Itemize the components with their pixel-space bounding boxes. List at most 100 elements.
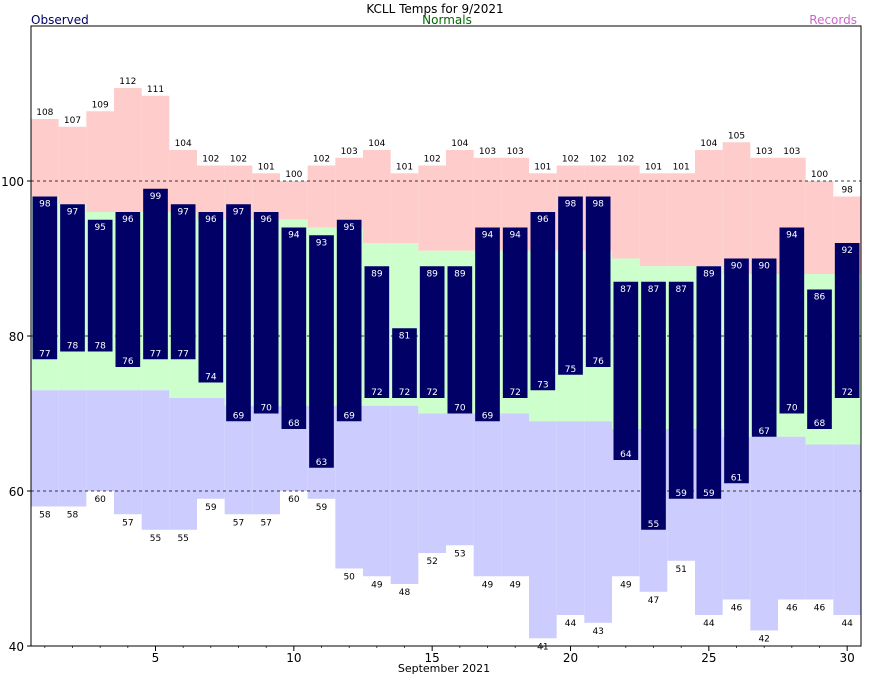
observed-low-label: 73 [537, 380, 548, 390]
record-low-band [529, 421, 557, 639]
observed-bar [558, 196, 583, 375]
observed-low-label: 68 [288, 419, 300, 429]
observed-low-label: 74 [205, 373, 217, 383]
record-low-band [501, 413, 529, 577]
record-high-label: 104 [451, 139, 468, 149]
record-low-label: 57 [233, 518, 244, 528]
record-high-band [363, 150, 391, 243]
observed-bar [447, 266, 473, 414]
record-low-band [169, 398, 197, 530]
record-low-band [556, 421, 585, 615]
observed-bar [807, 289, 832, 429]
observed-bar [751, 258, 777, 437]
observed-high-label: 95 [343, 223, 354, 233]
record-high-label: 107 [64, 116, 81, 126]
record-low-band [473, 413, 502, 577]
observed-high-label: 94 [482, 231, 494, 241]
record-high-label: 105 [728, 131, 745, 141]
record-high-label: 103 [783, 147, 800, 157]
record-high-label: 102 [313, 155, 330, 165]
record-high-label: 108 [36, 108, 53, 118]
observed-low-label: 72 [371, 388, 382, 398]
record-low-band [224, 405, 253, 515]
observed-bar [724, 258, 749, 484]
record-low-label: 55 [177, 534, 188, 544]
observed-low-label: 76 [592, 357, 604, 367]
record-low-label: 46 [731, 604, 743, 614]
record-high-band [31, 119, 59, 197]
x-tick-label: 30 [840, 651, 855, 665]
observed-bar [613, 281, 639, 460]
observed-bar [392, 328, 417, 398]
observed-high-label: 90 [758, 262, 770, 272]
record-low-label: 44 [703, 619, 715, 629]
observed-low-label: 70 [260, 404, 272, 414]
record-low-label: 47 [648, 596, 659, 606]
observed-low-label: 72 [426, 388, 437, 398]
observed-high-label: 90 [731, 262, 743, 272]
record-low-label: 48 [399, 588, 411, 598]
chart-title: KCLL Temps for 9/2021 [366, 2, 503, 16]
record-high-label: 102 [202, 155, 219, 165]
observed-low-label: 78 [94, 342, 106, 352]
record-high-label: 103 [341, 147, 358, 157]
observed-low-label: 75 [565, 365, 576, 375]
record-high-band [722, 142, 751, 274]
record-high-label: 100 [811, 170, 828, 180]
observed-high-label: 89 [454, 269, 466, 279]
observed-bar [641, 281, 666, 530]
x-tick-label: 5 [152, 651, 160, 665]
observed-low-label: 77 [39, 349, 50, 359]
observed-low-label: 72 [841, 388, 852, 398]
x-tick-label: 20 [563, 651, 578, 665]
observed-low-label: 68 [814, 419, 826, 429]
record-low-label: 49 [482, 580, 494, 590]
observed-layer [32, 188, 860, 530]
observed-high-label: 99 [150, 192, 162, 202]
observed-high-label: 92 [841, 246, 852, 256]
record-low-label: 57 [260, 518, 271, 528]
observed-high-label: 94 [786, 231, 798, 241]
record-high-label: 104 [368, 139, 385, 149]
record-low-band [86, 390, 114, 491]
record-low-label: 52 [426, 557, 437, 567]
observed-high-label: 96 [205, 215, 217, 225]
record-high-label: 101 [258, 162, 275, 172]
record-low-label: 49 [371, 580, 383, 590]
record-low-band [805, 444, 834, 600]
record-low-label: 50 [343, 573, 355, 583]
observed-high-label: 87 [620, 285, 631, 295]
record-high-band [418, 165, 446, 251]
observed-high-label: 96 [260, 215, 272, 225]
legend-records: Records [809, 13, 857, 27]
x-axis-label: September 2021 [398, 662, 490, 675]
record-low-band [335, 405, 363, 569]
observed-high-label: 96 [537, 215, 549, 225]
observed-low-label: 69 [482, 411, 494, 421]
y-tick-label: 40 [9, 640, 24, 654]
observed-bar [779, 227, 805, 414]
record-low-label: 42 [758, 635, 769, 645]
record-low-band [390, 405, 419, 584]
observed-high-label: 97 [67, 207, 78, 217]
record-high-band [750, 157, 778, 274]
observed-bar [502, 227, 528, 398]
observed-low-label: 77 [177, 349, 188, 359]
record-high-label: 103 [756, 147, 773, 157]
record-low-band [141, 390, 170, 530]
observed-low-label: 67 [758, 427, 769, 437]
observed-high-label: 98 [592, 200, 604, 210]
record-high-band [280, 181, 308, 220]
observed-high-label: 87 [648, 285, 659, 295]
record-high-label: 111 [147, 85, 164, 95]
observed-high-label: 93 [316, 238, 327, 248]
observed-bar [32, 196, 58, 360]
record-low-label: 43 [592, 627, 603, 637]
record-high-band [695, 150, 723, 267]
record-high-band [612, 165, 640, 259]
observed-low-label: 59 [675, 489, 687, 499]
legend-observed: Observed [31, 13, 89, 27]
record-low-label: 44 [565, 619, 577, 629]
observed-high-label: 86 [814, 293, 826, 303]
observed-low-label: 77 [150, 349, 161, 359]
